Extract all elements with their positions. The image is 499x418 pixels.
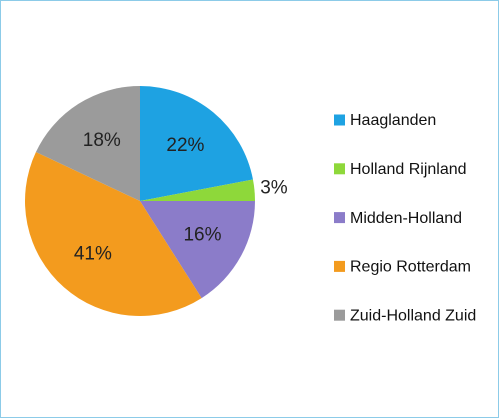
pie-slice — [140, 179, 255, 201]
legend-label: Haaglanden — [350, 112, 436, 129]
legend-label: Midden-Holland — [350, 210, 462, 227]
legend-swatch — [334, 114, 345, 126]
pie-slice — [25, 152, 202, 316]
legend-swatch — [334, 163, 345, 175]
legend-swatch — [334, 212, 345, 224]
value-label: 3% — [260, 177, 288, 198]
legend-swatch — [334, 260, 345, 272]
value-label: 16% — [183, 224, 221, 245]
legend-label: Zuid-Holland Zuid — [350, 307, 476, 324]
pie-slice — [140, 201, 255, 299]
pie-slice — [140, 86, 253, 201]
legend-label: Holland Rijnland — [350, 161, 467, 178]
value-label: 22% — [166, 135, 204, 156]
value-label: 18% — [83, 130, 121, 151]
legend-swatch — [334, 309, 345, 321]
legend-label: Regio Rotterdam — [350, 259, 471, 276]
value-label: 41% — [74, 243, 112, 264]
pie-slice — [35, 86, 141, 201]
